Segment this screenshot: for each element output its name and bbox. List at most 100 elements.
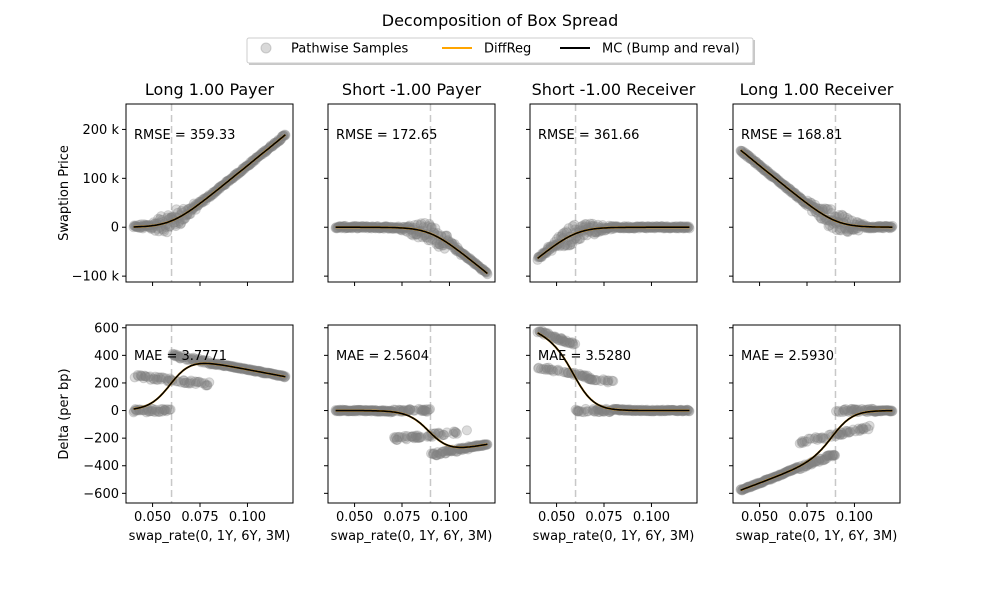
x-tick-label: 0.050 [538, 510, 575, 525]
x-tick-label: 0.100 [229, 510, 266, 525]
sample-point [158, 405, 170, 416]
sample-point [160, 373, 171, 384]
sample-point [128, 407, 139, 418]
sample-point [581, 219, 592, 230]
sample-point [389, 433, 400, 444]
axes-frame [732, 324, 901, 504]
sample-point [825, 204, 836, 215]
sample-point [152, 374, 163, 385]
sample-point [199, 378, 210, 389]
sample-point [581, 371, 592, 382]
sample-point [599, 375, 611, 386]
sample-point [560, 239, 571, 250]
sample-point [533, 363, 544, 374]
sample-point [842, 212, 853, 224]
sample-point [579, 372, 591, 383]
sample-point [410, 432, 421, 443]
sample-point [461, 425, 472, 436]
sample-point [372, 221, 383, 232]
sample-point [543, 362, 554, 373]
sample-point [538, 363, 549, 375]
sample-point [561, 226, 572, 237]
axes-frame [529, 103, 698, 283]
sample-point [194, 376, 205, 387]
sample-point [349, 220, 360, 232]
sample-point [598, 374, 609, 385]
x-tick-label: 0.050 [336, 510, 373, 525]
sample-point [168, 349, 179, 361]
sample-point [673, 223, 684, 234]
sample-point [577, 371, 588, 382]
sample-point [589, 375, 600, 386]
sample-point [567, 238, 578, 250]
sample-point [560, 336, 571, 347]
sample-point [402, 430, 413, 442]
sample-point [171, 204, 182, 215]
sample-point [560, 367, 571, 378]
sample-point [553, 364, 564, 375]
sample-point [829, 450, 841, 461]
sample-point [836, 209, 848, 220]
sample-point [443, 446, 454, 457]
sample-point [603, 375, 614, 386]
sample-point [828, 449, 839, 460]
sample-point [441, 445, 452, 456]
axes-frame [529, 324, 698, 504]
sample-point [150, 404, 161, 415]
sample-point [823, 221, 834, 232]
sample-point [878, 223, 889, 234]
sample-point [161, 404, 173, 415]
sample-point [547, 331, 558, 342]
sample-point [557, 336, 568, 347]
sample-point [136, 371, 147, 382]
sample-point [144, 406, 155, 417]
sample-point [389, 432, 400, 443]
sample-point [812, 434, 823, 445]
x-tick-label: 0.075 [383, 510, 420, 525]
sample-point [826, 208, 837, 219]
sample-point [413, 432, 424, 443]
legend-label-diffreg: DiffReg [484, 42, 531, 57]
sample-point [442, 445, 453, 456]
sample-point [204, 377, 215, 388]
sample-point [423, 235, 434, 246]
sample-point [179, 377, 190, 389]
sample-point [171, 349, 183, 361]
sample-point [170, 350, 181, 362]
sample-point [844, 427, 855, 438]
sample-point [428, 448, 440, 460]
sample-point [135, 370, 146, 381]
sample-point [863, 424, 874, 435]
mc-line [335, 409, 488, 449]
sample-point [178, 375, 190, 386]
sample-point [839, 404, 850, 416]
sample-point [628, 223, 639, 234]
sample-point [143, 406, 154, 417]
sample-point [406, 431, 417, 442]
sample-point [554, 366, 565, 377]
sample-point [849, 404, 860, 415]
sample-point [141, 407, 152, 418]
sample-point [147, 403, 159, 415]
sample-point [849, 404, 860, 415]
sample-point [565, 239, 576, 250]
sample-point [158, 226, 170, 237]
sample-point [181, 377, 193, 388]
sample-point [557, 228, 568, 239]
sample-point [584, 373, 595, 384]
pathwise-samples [128, 129, 291, 238]
sample-point [416, 432, 427, 443]
sample-point [850, 426, 861, 437]
mc-line [335, 226, 488, 275]
sample-point [846, 404, 858, 415]
sample-point [161, 406, 172, 417]
sample-point [416, 218, 427, 229]
sample-point [175, 219, 186, 230]
sample-point [587, 374, 598, 385]
pathwise-samples [532, 218, 695, 265]
sample-point [161, 227, 173, 238]
sample-point [404, 404, 416, 415]
sample-point [591, 375, 602, 386]
sample-point [411, 432, 423, 444]
sample-point [840, 403, 851, 415]
